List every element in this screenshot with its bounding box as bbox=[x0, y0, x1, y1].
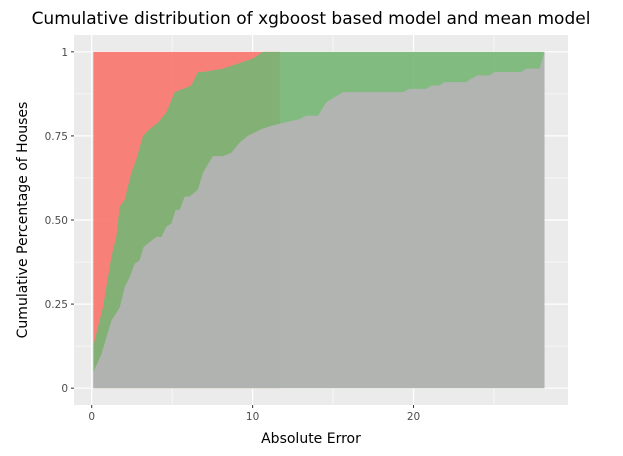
y-tick-label: 0.50 bbox=[45, 215, 68, 227]
y-tick-label: 0 bbox=[61, 383, 68, 395]
x-axis: 0 10 20 bbox=[88, 405, 420, 423]
x-tick-label: 20 bbox=[407, 411, 420, 423]
y-axis: 0 0.25 0.50 0.75 1 bbox=[45, 47, 74, 395]
y-tick-label: 1 bbox=[61, 47, 68, 59]
areas bbox=[93, 51, 545, 389]
y-tick-label: 0.75 bbox=[45, 131, 68, 143]
x-axis-label: Absolute Error bbox=[261, 431, 361, 447]
y-axis-label: Cumulative Percentage of Houses bbox=[15, 102, 31, 339]
y-tick-label: 0.25 bbox=[45, 299, 68, 311]
x-tick-label: 10 bbox=[246, 411, 259, 423]
area-series-3 bbox=[93, 51, 545, 389]
x-tick-label: 0 bbox=[88, 411, 95, 423]
chart-title: Cumulative distribution of xgboost based… bbox=[32, 9, 591, 29]
